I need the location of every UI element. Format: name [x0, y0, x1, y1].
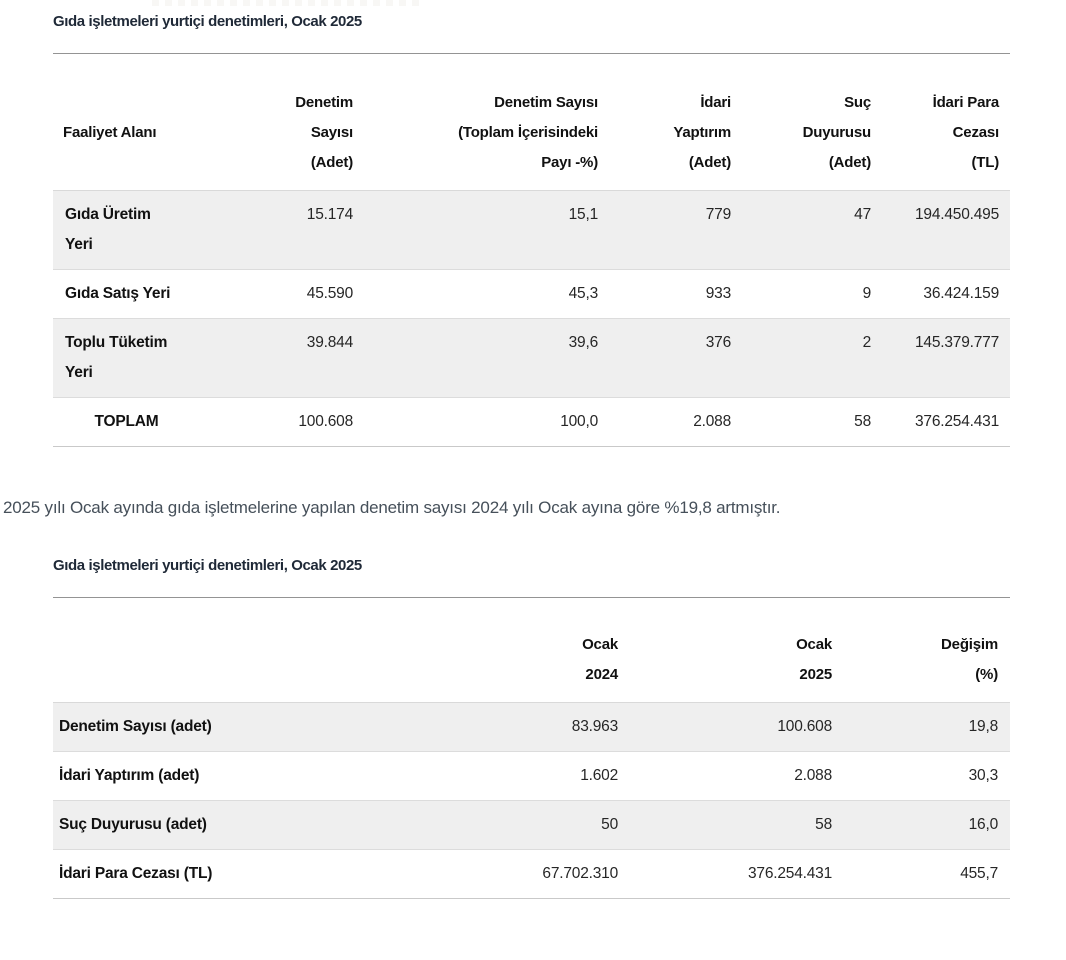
- table-row-toplam: TOPLAM 100.608 100,0 2.088 58 376.254.43…: [53, 397, 1010, 447]
- table2-title: Gıda işletmeleri yurtiçi denetimleri, Oc…: [53, 557, 362, 574]
- cell-value: 9: [742, 269, 882, 319]
- col-header-idari-yaptirim: İdari Yaptırım (Adet): [609, 54, 742, 191]
- cell-value: 30,3: [844, 751, 1010, 801]
- cell-value: 1.602: [350, 751, 630, 801]
- table-row-idari-yaptirim: İdari Yaptırım (adet) 1.602 2.088 30,3: [53, 751, 1010, 801]
- row-label: Toplu Tüketim Yeri: [53, 318, 200, 398]
- summary-paragraph: 2025 yılı Ocak ayında gıda işletmelerine…: [3, 498, 781, 517]
- cell-value: 39,6: [364, 318, 609, 398]
- table-row-gida-uretim-yeri: Gıda Üretim Yeri 15.174 15,1 779 47 194.…: [53, 190, 1010, 270]
- cell-value: 45,3: [364, 269, 609, 319]
- cell-value: 16,0: [844, 800, 1010, 850]
- cell-value: 2.088: [609, 397, 742, 447]
- cropped-content-artifact: [152, 0, 422, 6]
- cell-value: 58: [630, 800, 844, 850]
- row-label: Suç Duyurusu (adet): [53, 800, 350, 850]
- row-label: Denetim Sayısı (adet): [53, 702, 350, 752]
- cell-value: 19,8: [844, 702, 1010, 752]
- cell-value: 100.608: [630, 702, 844, 752]
- cell-value: 100.608: [200, 397, 364, 447]
- table2-title-rule: [53, 597, 1010, 598]
- cell-value: 45.590: [200, 269, 364, 319]
- cell-value: 15.174: [200, 190, 364, 270]
- col-header-empty: [53, 598, 350, 703]
- row-label: İdari Yaptırım (adet): [53, 751, 350, 801]
- col-header-faaliyet-alani: Faaliyet Alanı: [53, 54, 200, 191]
- row-label: Gıda Üretim Yeri: [53, 190, 200, 270]
- table-row-suc-duyurusu: Suç Duyurusu (adet) 50 58 16,0: [53, 800, 1010, 850]
- row-label: Gıda Satış Yeri: [53, 269, 200, 319]
- table-row-toplu-tuketim-yeri: Toplu Tüketim Yeri 39.844 39,6 376 2 145…: [53, 318, 1010, 398]
- cell-value: 376.254.431: [882, 397, 1010, 447]
- cell-value: 47: [742, 190, 882, 270]
- table1-title-rule: [53, 53, 1010, 54]
- table-row-gida-satis-yeri: Gıda Satış Yeri 45.590 45,3 933 9 36.424…: [53, 269, 1010, 319]
- table1-title: Gıda işletmeleri yurtiçi denetimleri, Oc…: [53, 13, 362, 30]
- table-row-denetim-sayisi: Denetim Sayısı (adet) 83.963 100.608 19,…: [53, 702, 1010, 752]
- col-header-suc-duyurusu: Suç Duyurusu (Adet): [742, 54, 882, 191]
- table-row-idari-para-cezasi: İdari Para Cezası (TL) 67.702.310 376.25…: [53, 849, 1010, 899]
- cell-value: 145.379.777: [882, 318, 1010, 398]
- table2-header-row: Ocak 2024 Ocak 2025 Değişim (%): [53, 598, 1010, 703]
- cell-value: 67.702.310: [350, 849, 630, 899]
- col-header-ocak-2025: Ocak 2025: [630, 598, 844, 703]
- col-header-denetim-sayisi-payi: Denetim Sayısı (Toplam İçerisindeki Payı…: [364, 54, 609, 191]
- table1-header-row: Faaliyet Alanı Denetim Sayısı (Adet) Den…: [53, 54, 1010, 191]
- cell-value: 376: [609, 318, 742, 398]
- year-comparison-table: Ocak 2024 Ocak 2025 Değişim (%) Denetim …: [53, 598, 1010, 899]
- cell-value: 455,7: [844, 849, 1010, 899]
- col-header-idari-para-cezasi: İdari Para Cezası (TL): [882, 54, 1010, 191]
- cell-value: 779: [609, 190, 742, 270]
- cell-value: 376.254.431: [630, 849, 844, 899]
- col-header-denetim-sayisi: Denetim Sayısı (Adet): [200, 54, 364, 191]
- inspections-by-activity-table: Faaliyet Alanı Denetim Sayısı (Adet) Den…: [53, 54, 1010, 447]
- year-comparison-section: Gıda işletmeleri yurtiçi denetimleri, Oc…: [53, 556, 1010, 899]
- cell-value: 39.844: [200, 318, 364, 398]
- row-label: TOPLAM: [53, 397, 200, 447]
- cell-value: 50: [350, 800, 630, 850]
- cell-value: 100,0: [364, 397, 609, 447]
- cell-value: 36.424.159: [882, 269, 1010, 319]
- cell-value: 83.963: [350, 702, 630, 752]
- cell-value: 58: [742, 397, 882, 447]
- inspections-by-activity-section: Gıda işletmeleri yurtiçi denetimleri, Oc…: [53, 12, 1010, 447]
- col-header-degisim: Değişim (%): [844, 598, 1010, 703]
- cell-value: 194.450.495: [882, 190, 1010, 270]
- cell-value: 933: [609, 269, 742, 319]
- cell-value: 2: [742, 318, 882, 398]
- cell-value: 2.088: [630, 751, 844, 801]
- col-header-ocak-2024: Ocak 2024: [350, 598, 630, 703]
- row-label: İdari Para Cezası (TL): [53, 849, 350, 899]
- cell-value: 15,1: [364, 190, 609, 270]
